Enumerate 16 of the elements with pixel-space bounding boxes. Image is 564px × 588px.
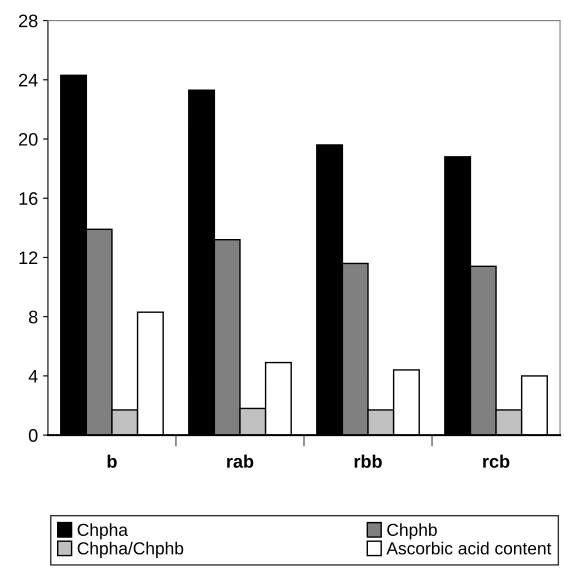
y-tick-label: 20 [19,132,38,146]
y-tick-label: 24 [19,74,38,86]
legend-label: Chpha/Chphb [78,542,184,558]
y-tick-label: 0 [28,429,38,442]
y-tick-label: 4 [28,370,38,382]
x-tick-label: rcb [483,454,510,468]
y-tick-label: 16 [20,192,38,205]
x-tick-label: rbb [354,454,382,468]
x-tick-label: b [108,454,117,468]
legend-label: Chphb [387,523,437,540]
legend-label: Ascorbic acid content [386,542,552,555]
x-tick-label: rab [227,454,254,468]
legend-label: Chpha [78,523,128,540]
y-tick-label: 8 [28,310,38,324]
y-tick-label: 28 [19,14,38,28]
y-tick-label: 12 [20,251,38,264]
